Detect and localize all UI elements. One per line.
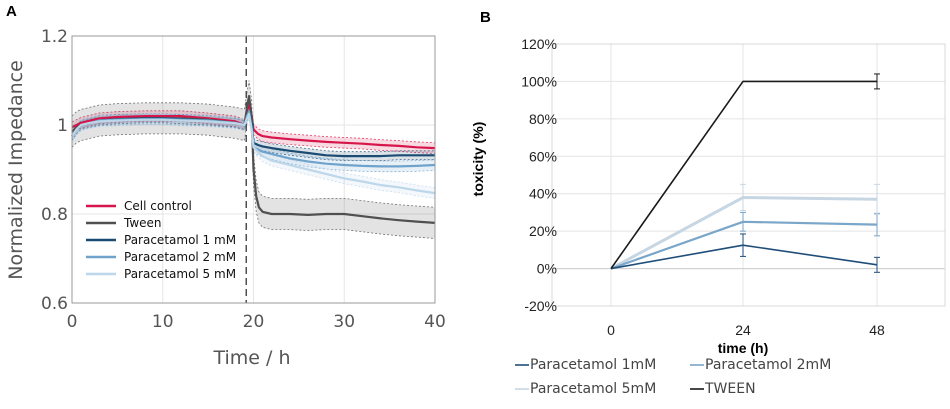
- panel-a-label: A: [6, 3, 17, 20]
- panel-b-error-bars: [740, 73, 880, 273]
- panel-a-y-axis-title: Normalized Impedance: [5, 60, 27, 280]
- panel-b-line-paracetamol-5mm: [610, 196, 878, 270]
- panel-b-x-tick-label: 0: [607, 322, 615, 338]
- panel-b-legend-label-paracetamol-2mm: Paracetamol 2mM: [705, 357, 831, 373]
- panel-b-y-tick-label: 20%: [529, 223, 557, 239]
- panel-a-band-paracetamol-5-mm: [72, 108, 435, 199]
- panel-b-series: [610, 80, 878, 270]
- panel-a-x-tick-label: 10: [152, 312, 174, 332]
- panel-a: A 0 10 20 30 40 0.6 0.8 1 1.2 Time / h Normaliz…: [5, 3, 446, 369]
- panel-b-y-tick-label: 40%: [529, 186, 557, 202]
- panel-b-y-ticks: -20% 0% 20% 40% 60% 80% 100% 120%: [521, 36, 557, 314]
- panel-b-legend-label-tween: TWEEN: [704, 381, 756, 397]
- panel-a-series-lines: [71, 94, 436, 224]
- panel-a-y-tick-label: 1.2: [41, 27, 68, 47]
- panel-a-y-tick-label: 1: [57, 116, 68, 136]
- panel-b-y-tick-label: 100%: [521, 73, 557, 89]
- panel-b-y-tick-label: 60%: [529, 148, 557, 164]
- panel-a-x-tick-label: 30: [333, 312, 355, 332]
- panel-b-x-tick-label: 24: [735, 322, 751, 338]
- panel-a-legend-label-paracetamol-5-mm: Paracetamol 5 mM: [124, 267, 236, 281]
- panel-a-band-paracetamol-2-mm: [72, 106, 435, 172]
- panel-a-y-tick-label: 0.6: [41, 294, 68, 314]
- panel-b-grid: [552, 43, 945, 307]
- panel-b-label: B: [480, 9, 491, 26]
- panel-a-legend-label-cell-control: Cell control: [124, 199, 192, 213]
- panel-b: B -20% 0% 20% 40% 60% 80% 100% 120% 0 24 48 toxic…: [470, 9, 946, 397]
- panel-a-x-tick-label: 40: [424, 312, 446, 332]
- panel-b-plot-frame: [551, 43, 946, 307]
- panel-a-x-tick-label: 0: [67, 312, 78, 332]
- panel-b-legend-label-paracetamol-1mm: Paracetamol 1mM: [530, 357, 656, 373]
- panel-a-legend: Cell control Tween Paracetamol 1 mM Paracet…: [86, 199, 236, 281]
- panel-a-y-tick-label: 0.8: [41, 205, 68, 225]
- panel-b-y-tick-label: 80%: [529, 111, 557, 127]
- panel-a-x-ticks: 0 10 20 30 40: [67, 312, 446, 332]
- panel-a-legend-label-paracetamol-2-mm: Paracetamol 2 mM: [124, 250, 236, 264]
- panel-b-x-axis-title: time (h): [718, 340, 769, 356]
- panel-b-x-tick-label: 48: [869, 322, 885, 338]
- panel-a-legend-label-tween: Tween: [123, 216, 162, 230]
- panel-a-line-paracetamol-5-mm: [71, 112, 436, 195]
- panel-b-legend: Paracetamol 1mM Paracetamol 2mM Paracetamo…: [515, 357, 831, 397]
- panel-b-y-tick-label: -20%: [524, 298, 557, 314]
- panel-a-y-ticks: 0.6 0.8 1 1.2: [41, 27, 68, 314]
- panel-b-y-tick-label: 0%: [537, 261, 557, 277]
- panel-a-band-lower-paracetamol-1-mm: [71, 114, 435, 162]
- panel-a-frame: [71, 35, 436, 304]
- panel-a-legend-label-paracetamol-1-mm: Paracetamol 1 mM: [124, 233, 236, 247]
- panel-b-y-tick-label: 120%: [521, 36, 557, 52]
- panel-a-band-upper-tween: [71, 80, 436, 208]
- panel-a-x-tick-label: 20: [243, 312, 265, 332]
- panel-b-y-axis-title: toxicity (%): [470, 122, 486, 197]
- panel-b-x-ticks: 0 24 48: [607, 322, 885, 338]
- panel-a-band-upper-paracetamol-1-mm: [71, 105, 435, 153]
- panel-b-legend-label-paracetamol-5mm: Paracetamol 5mM: [530, 381, 656, 397]
- panel-a-x-axis-title: Time / h: [212, 347, 290, 369]
- panel-b-line-tween: [610, 80, 877, 270]
